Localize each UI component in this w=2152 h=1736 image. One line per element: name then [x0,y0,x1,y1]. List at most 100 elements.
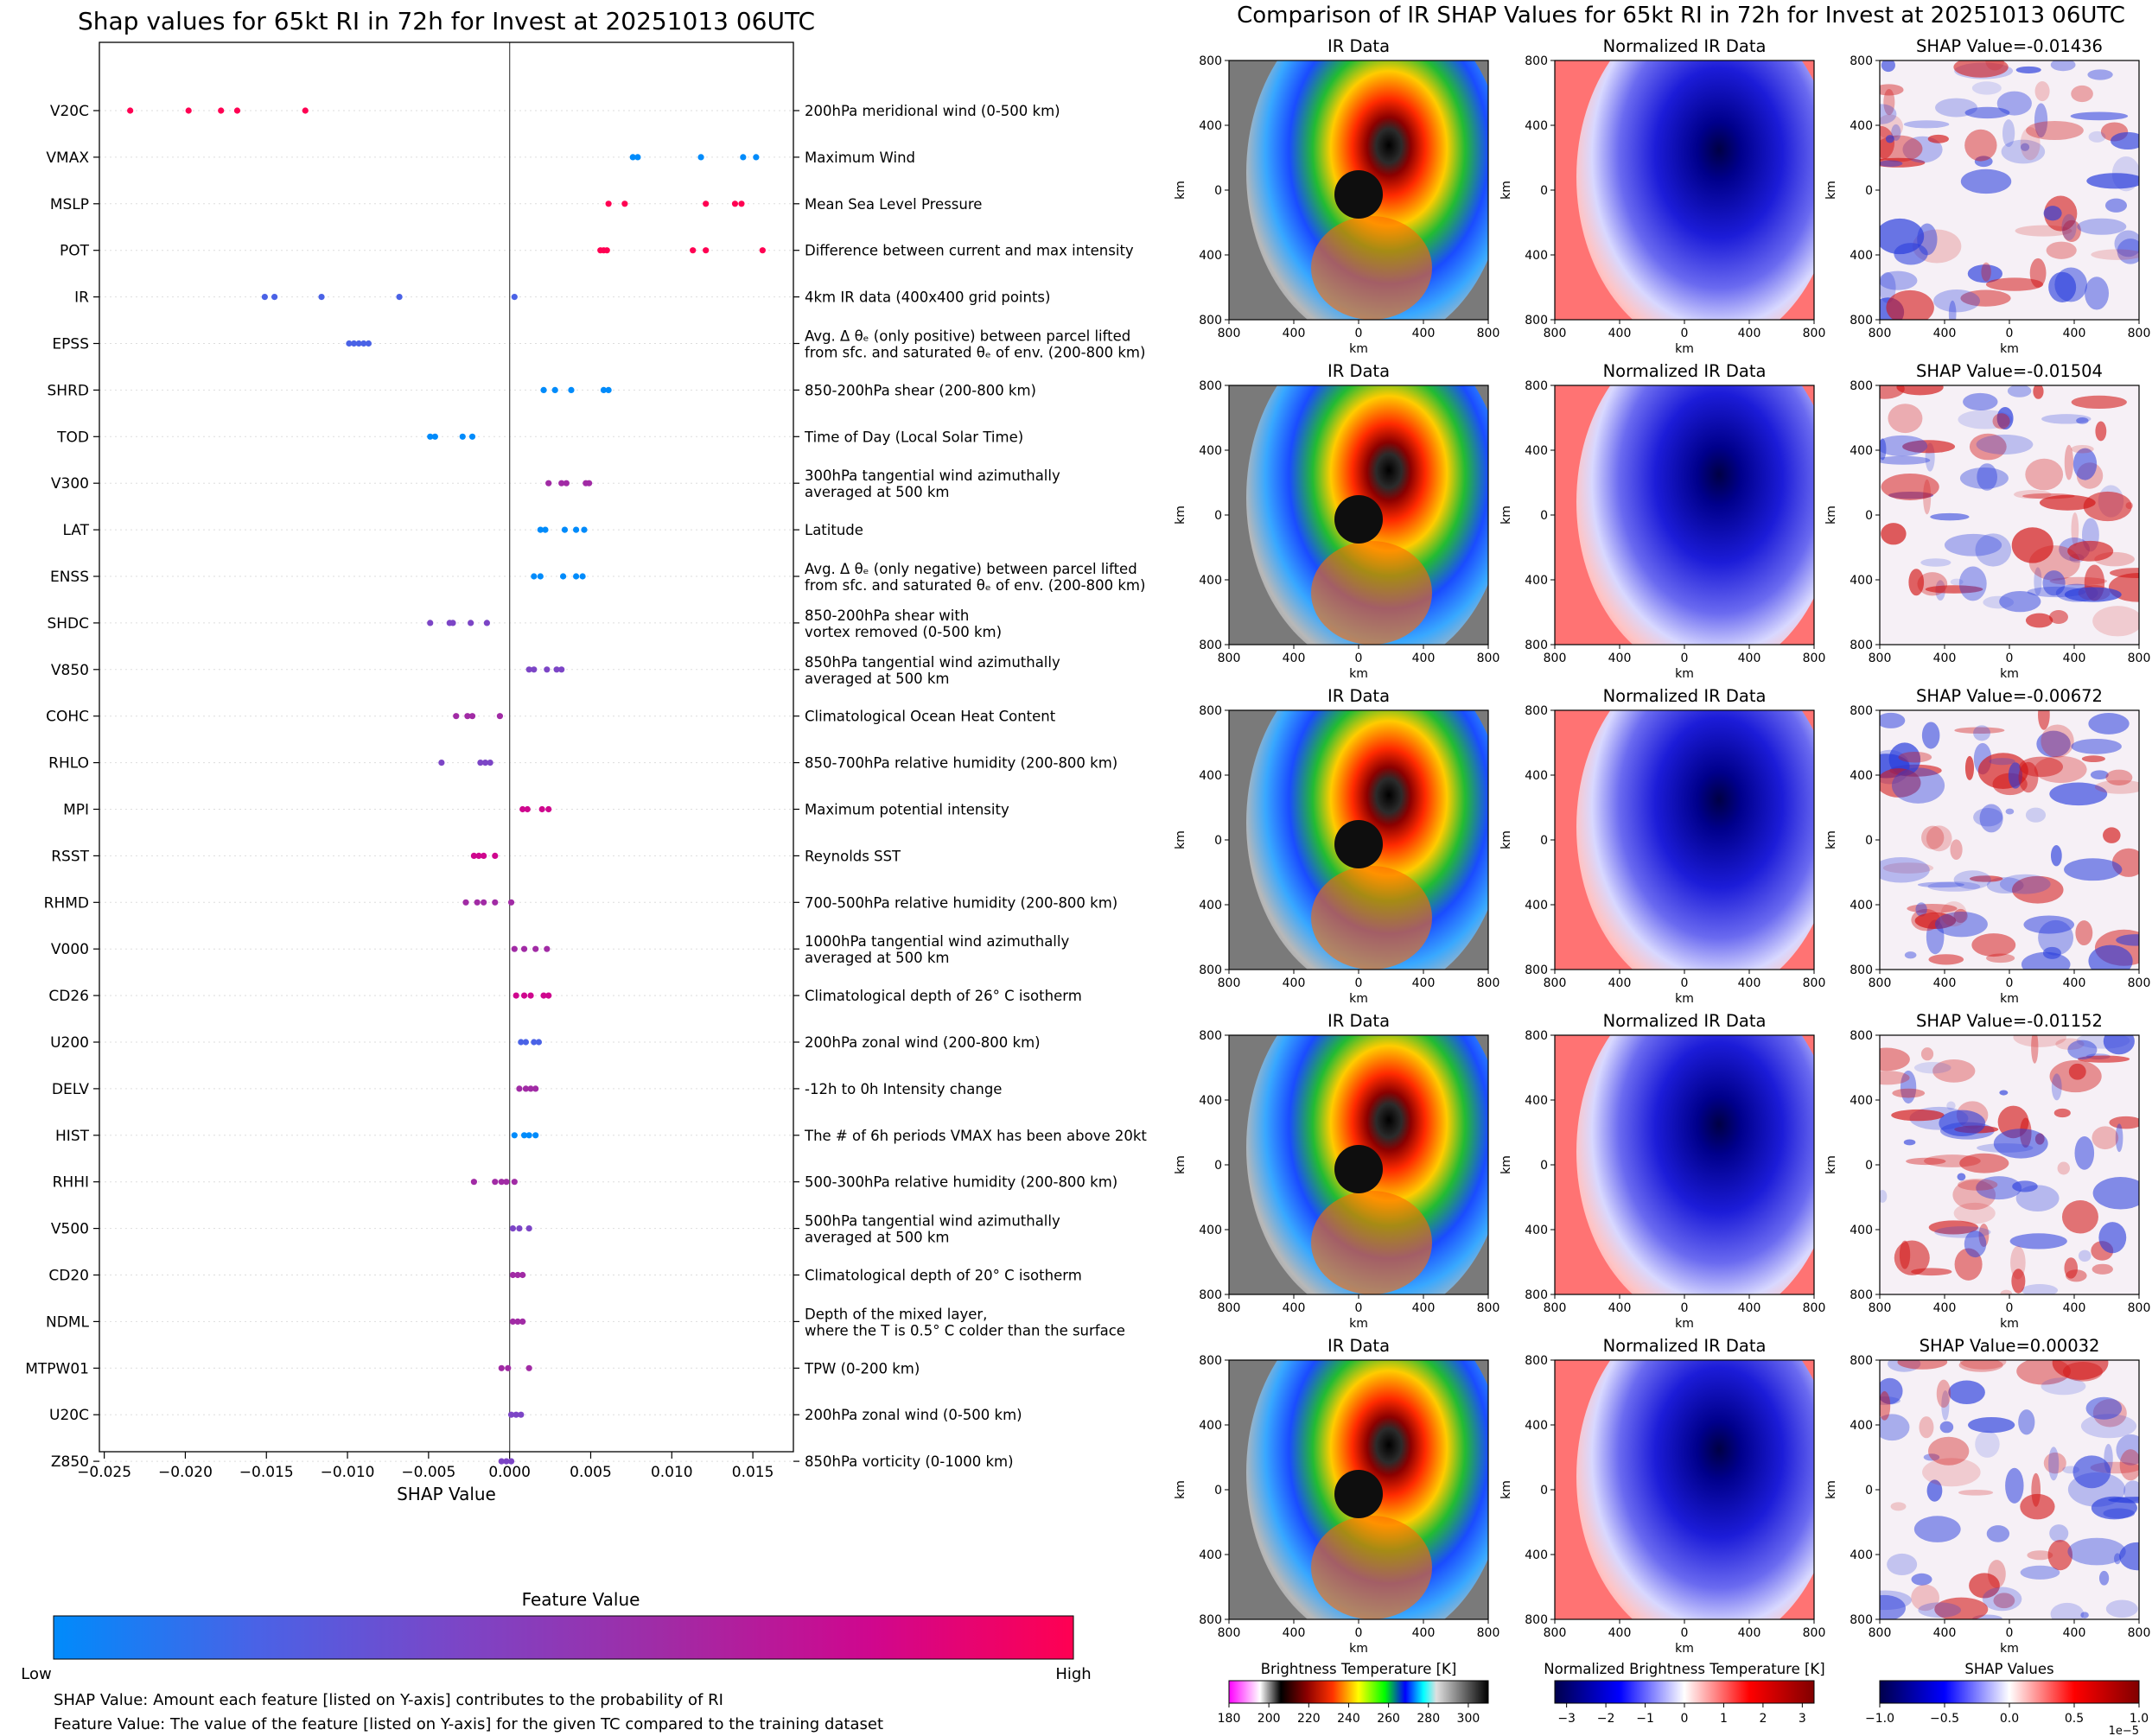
feature-label: V300 [51,475,89,493]
x-axis-label: km [1675,1642,1694,1656]
shap-blob [2070,111,2129,121]
x-tick-label: −0.020 [158,1464,213,1481]
shap-blob [2047,1539,2073,1571]
shap-summary-plot: Shap values for 65kt RI in 72h for Inves… [21,7,1147,1733]
feature-value-colorbar [53,1615,1074,1660]
colorbar-bar [1228,1680,1489,1704]
shap-blob [2074,1135,2095,1170]
shap-point [470,1179,477,1186]
y-tick-label: 400 [1199,1419,1222,1433]
feature-description: 850hPa vorticity (0-1000 km) [805,1453,1014,1470]
x-tick-label: 0 [2006,976,2014,990]
shap-blob [2015,225,2072,237]
panel-row2-col2: Normalized IR Data8008004004000040040080… [1499,361,1825,681]
shap-point [600,386,608,393]
y-tick-label: 800 [1850,639,1873,652]
shap-blob [1948,300,1957,320]
colorbar-tick-label: −0.5 [1930,1712,1959,1726]
y-tick-label: 800 [1850,1354,1873,1368]
y-tick-label: 400 [1199,574,1222,588]
shap-point [545,805,552,813]
y-tick-label: 800 [1850,1288,1873,1302]
colorbar-tick-label: 0.0 [2000,1712,2019,1726]
shap-blob [2041,1377,2086,1396]
shap-point [261,294,268,301]
norm-storm [1576,60,1814,320]
shap-point [498,1364,505,1371]
shap-point [470,852,477,860]
shap-point [481,852,487,860]
y-axis-label: km [1174,1155,1187,1174]
shap-blob [1892,1088,1926,1098]
feature-label: U200 [50,1034,89,1052]
shap-blob [2018,1409,2035,1435]
feature-description: 850-200hPa shear (200-800 km) [805,382,1036,398]
shap-point [365,340,372,347]
y-tick-label: 400 [1199,1094,1222,1108]
shap-blob [1986,953,2015,963]
shap-blob [2034,755,2087,784]
shap-blob [1882,862,1934,874]
shap-point [535,1039,543,1046]
note-shap-value: SHAP Value: Amount each feature [listed … [54,1691,723,1709]
y-tick-label: 400 [1850,1548,1873,1562]
panel-image [1229,1360,1488,1619]
shap-blob [1888,404,1923,434]
shap-blob [2020,1493,2055,1520]
shap-blob [1897,1360,1948,1370]
shap-blob [1952,1180,1996,1211]
feature-description: 850hPa tangential wind azimuthally [805,654,1060,671]
shap-point [518,1039,525,1046]
colorbar-tick-label: 240 [1337,1712,1360,1726]
shap-point [542,526,549,533]
shap-blob [1887,1553,1918,1576]
shap-blob [2050,1602,2085,1619]
y-tick-label: 400 [1199,769,1222,783]
shap-point [522,1039,530,1046]
feature-label: LAT [62,522,89,539]
shap-blob [2123,1480,2139,1502]
y-tick-label: 800 [1850,963,1873,977]
x-axis-label: km [1349,992,1368,1006]
shap-blob [2002,119,2015,148]
shap-blob [2057,1161,2070,1175]
ir-core [1334,495,1383,544]
shap-blob [2061,213,2077,241]
y-tick-label: 0 [1540,1159,1548,1173]
feature-description: The # of 6h periods VMAX has been above … [804,1128,1147,1144]
ir-comparison-panels: Comparison of IR SHAP Values for 65kt RI… [1174,3,2150,1736]
x-tick-label: 800 [1544,976,1567,990]
shap-blob [1973,808,2003,827]
panel-image [1880,1360,2139,1619]
feature-description: 500-300hPa relative humidity (200-800 km… [805,1174,1117,1191]
y-tick-label: 800 [1850,379,1873,393]
shap-title-value: -0.00672 [2027,686,2103,706]
shap-blob [1926,825,1952,852]
y-tick-label: 800 [1525,963,1548,977]
shap-blob [1917,572,1948,596]
shap-blob [1880,1594,1906,1619]
feature-label: SHDC [47,615,89,633]
x-tick-label: 800 [1544,327,1567,340]
shap-blob [2098,1570,2110,1586]
shap-point [703,247,710,254]
shap-point [487,760,493,766]
shap-blob [1891,1109,1945,1122]
shap-blob [1880,438,1887,461]
shap-title-prefix: SHAP Value= [1916,686,2027,706]
shap-blob [1960,169,2012,194]
y-tick-label: 400 [1850,574,1873,588]
y-tick-label: 0 [1540,834,1548,848]
shap-point [634,154,641,161]
shap-blob [2015,1185,2060,1211]
x-tick-label: 800 [1803,1301,1826,1315]
panel-row3-col2: Normalized IR Data8008004004000040040080… [1499,686,1825,1006]
shap-blob [2081,755,2105,763]
shap-blob [2011,1269,2026,1294]
panel-image [1880,385,2139,645]
shap-blob [1975,1430,2000,1458]
y-tick-label: 400 [1199,899,1222,913]
feature-label: CD20 [48,1268,89,1285]
y-tick-label: 400 [1525,899,1548,913]
